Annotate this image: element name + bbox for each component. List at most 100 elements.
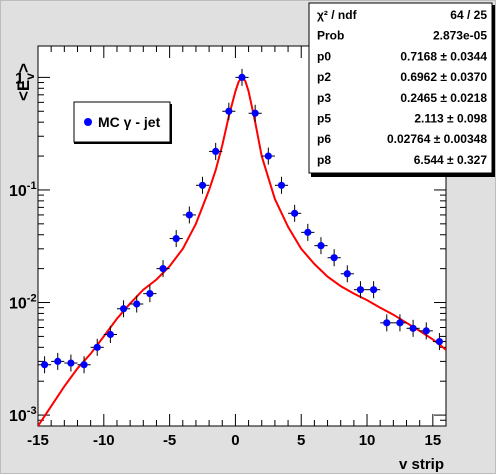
stats-row: p5 2.113 ± 0.098	[317, 112, 487, 126]
data-point	[406, 319, 420, 337]
stats-value: 0.2465 ± 0.0218	[400, 91, 487, 105]
data-marker	[251, 109, 259, 117]
data-marker	[422, 327, 430, 335]
data-marker	[159, 265, 167, 273]
x-tick-label: 0	[231, 432, 239, 449]
data-point	[327, 249, 341, 267]
data-point	[301, 223, 315, 241]
y-axis-label-main: <E	[14, 80, 33, 101]
data-marker	[291, 209, 299, 217]
legend-shadow-side	[170, 104, 172, 144]
data-point	[314, 237, 328, 255]
stats-value: 0.02764 ± 0.00348	[387, 132, 487, 146]
x-tick-label: 10	[359, 432, 376, 449]
svg-text:<Ev>: <Ev>	[14, 63, 37, 101]
stats-label: p2	[317, 70, 331, 84]
legend-label: MC γ - jet	[98, 114, 161, 130]
data-point	[90, 338, 104, 356]
stats-label: p6	[317, 132, 331, 146]
x-axis-label: v strip	[399, 456, 444, 473]
x-tick-label: -10	[93, 432, 115, 449]
data-marker	[396, 319, 404, 327]
data-point	[248, 104, 262, 122]
data-marker	[343, 270, 351, 278]
stats-box: χ² / ndf 64 / 25 Prob 2.873e-05 p0 0.7168 ± 0…	[308, 2, 495, 177]
data-point	[77, 356, 91, 374]
data-marker	[80, 361, 88, 369]
stats-row: p0 0.7168 ± 0.0344	[317, 49, 487, 63]
stats-row: p6 0.02764 ± 0.00348	[317, 132, 487, 146]
stats-row: p3 0.2465 ± 0.0218	[317, 91, 487, 105]
data-marker	[172, 234, 180, 243]
data-marker	[54, 357, 62, 365]
stats-label: p5	[317, 112, 331, 126]
y-axis-label-sub: v	[23, 73, 37, 80]
data-marker	[356, 286, 365, 294]
data-point	[367, 281, 381, 299]
x-tick-label: 15	[424, 432, 441, 449]
data-marker	[212, 147, 220, 156]
data-point	[156, 260, 170, 278]
data-marker	[40, 361, 49, 369]
data-marker	[93, 343, 101, 351]
data-marker	[238, 73, 246, 81]
data-point	[340, 265, 354, 283]
stats-row: Prob 2.873e-05	[317, 29, 487, 43]
data-marker	[370, 286, 378, 294]
y-tick-label: 10-3	[9, 405, 37, 425]
data-point	[169, 230, 183, 248]
y-tick-label: 10-2	[9, 293, 37, 313]
y-axis-label: <Ev>	[14, 63, 37, 101]
stats-label: p8	[317, 153, 331, 167]
x-tick-label: -15	[27, 432, 49, 449]
data-point	[288, 204, 302, 222]
data-point	[353, 281, 368, 299]
legend: MC γ - jet	[73, 101, 172, 144]
data-marker	[277, 181, 286, 189]
y-tick-label: 10-1	[9, 180, 37, 200]
y-axis-label-close: >	[14, 63, 33, 73]
stats-label: Prob	[317, 29, 344, 43]
data-point	[64, 354, 78, 372]
data-marker	[304, 228, 312, 236]
stats-box-frame	[308, 2, 493, 174]
data-marker	[198, 181, 207, 189]
data-point	[432, 333, 446, 351]
data-point	[419, 322, 433, 340]
stats-value: 2.113 ± 0.098	[414, 112, 487, 126]
x-tick-label: -5	[163, 432, 176, 449]
data-point	[143, 285, 157, 303]
stats-rows: χ² / ndf 64 / 25 Prob 2.873e-05 p0 0.7168 ± 0…	[317, 8, 487, 167]
data-marker	[409, 324, 417, 332]
data-marker	[119, 305, 128, 313]
data-marker	[225, 107, 233, 115]
data-marker	[383, 319, 391, 327]
data-points-group	[38, 68, 446, 374]
data-point	[195, 176, 210, 194]
data-marker	[317, 242, 325, 250]
data-point	[103, 325, 117, 344]
data-marker	[185, 211, 193, 219]
data-point	[51, 352, 65, 370]
stats-row: χ² / ndf 64 / 25	[317, 8, 487, 22]
data-marker	[133, 300, 141, 308]
stats-value: 0.6962 ± 0.0370	[400, 70, 487, 84]
legend-marker	[84, 118, 92, 126]
y-tick-label: 1	[15, 70, 24, 87]
stats-value: 6.544 ± 0.327	[414, 153, 488, 167]
data-point	[235, 68, 249, 86]
data-point	[393, 314, 407, 332]
data-marker	[106, 330, 114, 339]
data-point	[274, 176, 289, 194]
stats-value: 0.7168 ± 0.0344	[400, 49, 487, 63]
data-point	[380, 314, 394, 332]
stats-value: 64 / 25	[450, 8, 487, 22]
x-tick-label: 5	[297, 432, 305, 449]
axis-tick-labels: -15 -10 -5 0 5 10 15 10-3 10-2 10-1 1	[9, 70, 441, 449]
data-marker	[146, 290, 154, 298]
data-marker	[435, 337, 444, 346]
data-point	[130, 295, 144, 313]
data-point	[182, 206, 196, 224]
